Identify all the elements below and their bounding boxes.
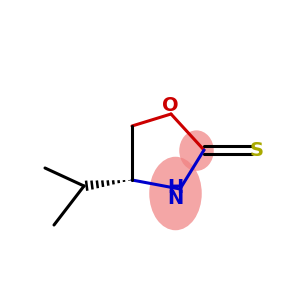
Ellipse shape [179, 130, 214, 171]
Text: N: N [167, 188, 184, 208]
Text: S: S [250, 141, 263, 160]
Ellipse shape [149, 157, 202, 230]
Text: H: H [167, 178, 184, 197]
Text: O: O [162, 96, 179, 115]
